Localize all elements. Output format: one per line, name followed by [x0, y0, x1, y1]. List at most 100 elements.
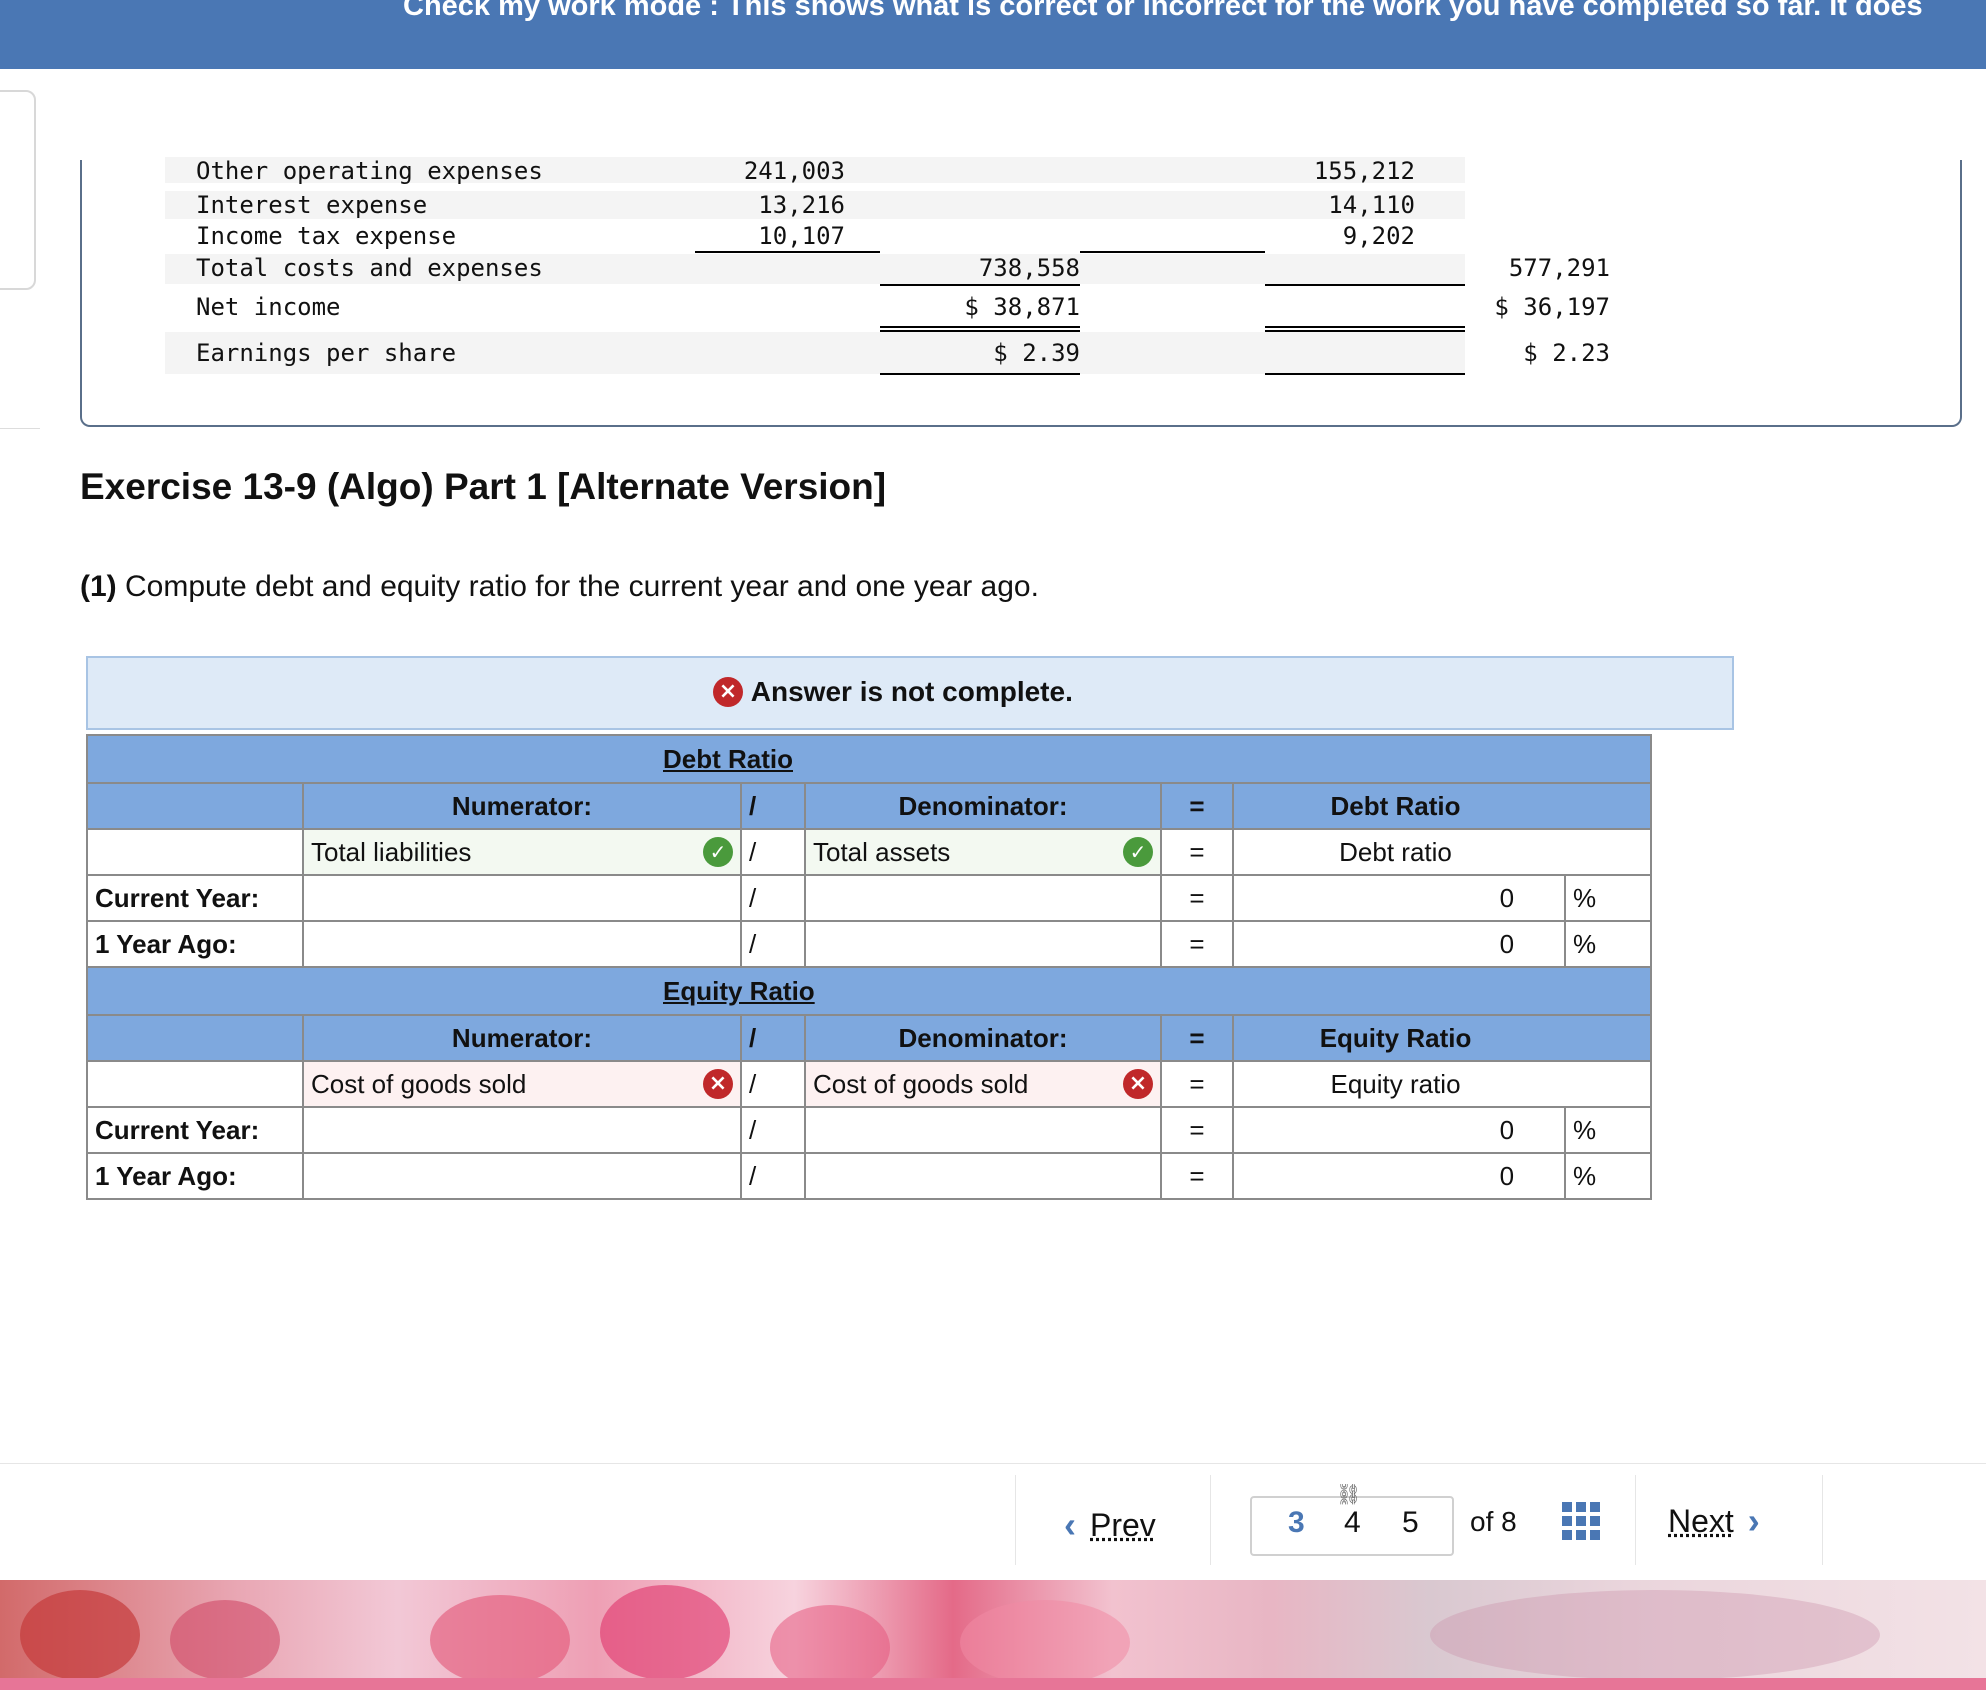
alert-message: Answer is not complete. — [750, 676, 1073, 707]
page-4-button[interactable]: 4 — [1344, 1506, 1361, 1539]
next-label: Next — [1668, 1502, 1734, 1539]
row-label-current-year: Current Year: — [86, 1106, 304, 1154]
percent-unit: % — [1564, 1152, 1653, 1200]
divider — [1015, 1475, 1016, 1565]
instruction: (1) Compute debt and equity ratio for th… — [80, 570, 1039, 604]
equity-denominator-input[interactable]: Cost of goods sold × — [804, 1060, 1162, 1108]
row-label-1-year-ago: 1 Year Ago: — [86, 1152, 304, 1200]
x-circle-icon: × — [703, 1069, 733, 1099]
equity-formula-row: Cost of goods sold × / Cost of goods sold… — [86, 1060, 1653, 1108]
statement-row: Net income $ 38,871 $ 36,197 — [196, 293, 1610, 321]
page-selector: 3 ⛓ 4 5 — [1250, 1484, 1454, 1556]
banner-text: Check my work mode : This shows what is … — [403, 0, 1923, 22]
slash: / — [740, 782, 806, 830]
underline — [1080, 251, 1265, 253]
exercise-title: Exercise 13-9 (Algo) Part 1 [Alternate V… — [80, 466, 887, 507]
page-5-button[interactable]: 5 — [1402, 1506, 1419, 1539]
statement-row: Earnings per share $ 2.39 $ 2.23 — [165, 332, 1610, 374]
debt-ratio-label: Debt ratio — [1231, 828, 1653, 876]
page-count: of 8 — [1470, 1506, 1517, 1537]
debt-prior-denominator-input[interactable] — [804, 920, 1162, 968]
equity-prior-denominator-input[interactable] — [804, 1152, 1162, 1200]
equals: = — [1160, 920, 1234, 968]
divider — [0, 428, 40, 429]
slash: / — [740, 1106, 806, 1154]
equals: = — [1160, 782, 1234, 830]
next-button[interactable]: Next › — [1668, 1500, 1774, 1542]
slash: / — [740, 874, 806, 922]
prev-label: Prev — [1090, 1506, 1156, 1543]
debt-numerator-input[interactable]: Total liabilities ✓ — [302, 828, 742, 876]
underline — [695, 251, 880, 253]
grid-view-icon[interactable] — [1562, 1502, 1600, 1540]
chevron-right-icon: › — [1747, 1500, 1760, 1541]
check-circle-icon: ✓ — [703, 837, 733, 867]
chevron-left-icon: ‹ — [1064, 1504, 1076, 1545]
percent-unit: % — [1564, 1106, 1653, 1154]
answer-alert: × Answer is not complete. — [86, 656, 1734, 730]
debt-current-ratio-value: 0 — [1231, 874, 1567, 922]
percent-unit: % — [1564, 874, 1653, 922]
denominator-header: Denominator: — [804, 1014, 1162, 1062]
debt-current-denominator-input[interactable] — [804, 874, 1162, 922]
row-label-current-year: Current Year: — [86, 874, 304, 922]
debt-formula-row: Total liabilities ✓ / Total assets ✓ = Deb… — [86, 828, 1653, 876]
table-row: Current Year: / = 0 % — [86, 1106, 1653, 1154]
debt-current-numerator-input[interactable] — [302, 874, 742, 922]
denominator-header: Denominator: — [804, 782, 1162, 830]
equity-prior-ratio-value: 0 — [1231, 1152, 1567, 1200]
divider — [1635, 1475, 1636, 1565]
statement-row: Income tax expense 10,107 9,202 — [196, 222, 1415, 250]
numerator-header: Numerator: — [302, 1014, 742, 1062]
underline — [880, 284, 1080, 286]
slash: / — [740, 1152, 806, 1200]
statement-row: Other operating expenses 241,003 155,212 — [165, 157, 1465, 185]
part-label: (1) — [80, 570, 117, 603]
equity-ratio-header: Equity Ratio — [1231, 1014, 1653, 1062]
slash: / — [740, 920, 806, 968]
check-my-work-banner: Check my work mode : This shows what is … — [0, 0, 1986, 69]
statement-row: Total costs and expenses 738,558 577,291 — [165, 254, 1610, 284]
equals: = — [1160, 1106, 1234, 1154]
divider — [1210, 1475, 1211, 1565]
equity-current-denominator-input[interactable] — [804, 1106, 1162, 1154]
equity-prior-numerator-input[interactable] — [302, 1152, 742, 1200]
debt-denominator-input[interactable]: Total assets ✓ — [804, 828, 1162, 876]
underline — [1265, 284, 1465, 286]
equity-column-headers: Numerator: / Denominator: = Equity Ratio — [86, 1014, 1653, 1062]
income-statement-panel — [80, 160, 1962, 427]
slash: / — [740, 828, 806, 876]
equity-numerator-input[interactable]: Cost of goods sold × — [302, 1060, 742, 1108]
debt-ratio-header: Debt Ratio — [1231, 782, 1653, 830]
equity-ratio-link[interactable]: Equity Ratio — [663, 975, 815, 1006]
slash: / — [740, 1060, 806, 1108]
instruction-text: Compute debt and equity ratio for the cu… — [125, 570, 1039, 603]
check-circle-icon: ✓ — [1123, 837, 1153, 867]
equals: = — [1160, 1014, 1234, 1062]
double-underline — [1265, 326, 1465, 328]
equals: = — [1160, 1152, 1234, 1200]
slash: / — [740, 1014, 806, 1062]
underline — [1265, 373, 1465, 375]
debt-prior-numerator-input[interactable] — [302, 920, 742, 968]
equity-current-ratio-value: 0 — [1231, 1106, 1567, 1154]
page-3-button[interactable]: 3 — [1288, 1506, 1305, 1539]
numerator-header: Numerator: — [302, 782, 742, 830]
double-underline — [1265, 330, 1465, 332]
equity-section-header: Equity Ratio — [86, 966, 1653, 1016]
percent-unit: % — [1564, 920, 1653, 968]
underline — [880, 373, 1080, 375]
row-label-1-year-ago: 1 Year Ago: — [86, 920, 304, 968]
table-row: 1 Year Ago: / = 0 % — [86, 920, 1653, 968]
equals: = — [1160, 874, 1234, 922]
debt-column-headers: Numerator: / Denominator: = Debt Ratio — [86, 782, 1653, 830]
equals: = — [1160, 828, 1234, 876]
prev-button[interactable]: ‹ Prev — [1050, 1490, 1156, 1560]
x-circle-icon: × — [1123, 1069, 1153, 1099]
side-panel-edge — [0, 90, 36, 290]
debt-ratio-link[interactable]: Debt Ratio — [663, 743, 793, 774]
double-underline — [880, 330, 1080, 332]
equity-current-numerator-input[interactable] — [302, 1106, 742, 1154]
background-photo — [0, 1580, 1986, 1690]
statement-row: Interest expense 13,216 14,110 — [165, 191, 1465, 219]
